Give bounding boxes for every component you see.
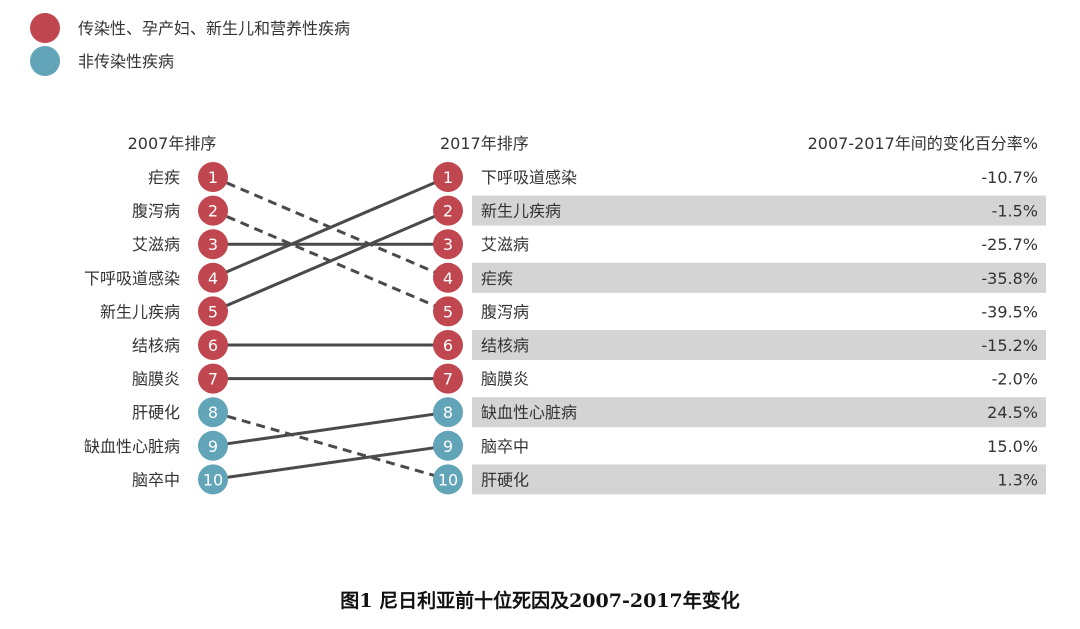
change-value: -2.0%	[992, 370, 1038, 389]
rank-label-2017: 7	[443, 370, 453, 389]
rank-label-2017: 9	[443, 437, 453, 456]
rank-label-2007: 8	[208, 403, 218, 422]
disease-2007: 下呼吸道感染	[84, 269, 180, 288]
rank-marker-2007	[198, 430, 228, 461]
change-value: -1.5%	[992, 202, 1038, 221]
rank-label-2017: 5	[443, 302, 453, 321]
right-header: 2007-2017年间的变化百分率%	[808, 134, 1038, 153]
rank-marker-2017	[433, 296, 463, 327]
change-value: 24.5%	[987, 403, 1038, 422]
disease-2017: 肝硬化	[481, 470, 529, 489]
row-shade	[472, 330, 1046, 360]
rank-change-line	[212, 175, 449, 280]
change-value: 1.3%	[997, 470, 1038, 489]
rank-change-line	[212, 444, 449, 481]
disease-2017: 艾滋病	[481, 235, 529, 254]
rank-marker-2007	[198, 162, 228, 192]
rank-marker-2017	[433, 162, 463, 192]
rank-marker-2007	[198, 296, 228, 327]
disease-2007: 脑膜炎	[132, 370, 180, 389]
row-shade	[472, 464, 1046, 495]
rank-marker-2007	[198, 195, 228, 226]
row-shade	[472, 397, 1046, 428]
rank-marker-2017	[433, 229, 463, 260]
legend-marker	[30, 13, 60, 43]
change-value: 15.0%	[987, 437, 1038, 456]
rank-label-2007: 3	[208, 235, 218, 254]
rank-marker-2017	[433, 464, 463, 495]
rank-label-2017: 1	[443, 168, 453, 187]
row-shade	[472, 262, 1046, 293]
disease-2017: 结核病	[481, 336, 529, 355]
rank-marker-2017	[433, 363, 463, 394]
disease-2007: 脑卒中	[132, 470, 180, 489]
rank-label-2007: 10	[203, 470, 223, 489]
disease-2007: 腹泻病	[132, 202, 180, 221]
legend-label: 传染性、孕产妇、新生儿和营养性疾病	[78, 19, 350, 38]
row-shade	[472, 195, 1046, 226]
rank-label-2007: 9	[208, 437, 218, 456]
mid-header: 2017年排序	[440, 134, 529, 153]
rank-label-2017: 8	[443, 403, 453, 422]
rank-label-2017: 10	[438, 470, 458, 489]
change-value: -15.2%	[981, 336, 1038, 355]
disease-2007: 新生儿疾病	[100, 302, 180, 321]
disease-2017: 腹泻病	[481, 302, 529, 321]
rank-label-2007: 2	[208, 202, 218, 221]
change-value: -39.5%	[981, 302, 1038, 321]
disease-2017: 缺血性心脏病	[481, 403, 577, 422]
rank-change-line	[212, 410, 449, 448]
rank-change-line	[212, 209, 449, 313]
rank-label-2017: 6	[443, 336, 453, 355]
change-value: -10.7%	[981, 168, 1038, 187]
rank-marker-2007	[198, 330, 228, 360]
caption: 图1 尼日利亚前十位死因及2007-2017年变化	[340, 590, 740, 612]
disease-2007: 肝硬化	[132, 403, 180, 422]
legend-label: 非传染性疾病	[78, 52, 174, 71]
disease-2017: 疟疾	[481, 269, 513, 288]
left-header: 2007年排序	[128, 134, 217, 153]
disease-2007: 缺血性心脏病	[84, 437, 180, 456]
rank-label-2007: 7	[208, 370, 218, 389]
change-value: -35.8%	[981, 269, 1038, 288]
rank-label-2007: 6	[208, 336, 218, 355]
disease-2017: 脑膜炎	[481, 370, 529, 389]
rank-marker-2017	[433, 195, 463, 226]
rank-label-2017: 3	[443, 235, 453, 254]
rank-marker-2007	[198, 229, 228, 260]
disease-2017: 脑卒中	[481, 437, 529, 456]
rank-label-2017: 4	[443, 269, 453, 288]
rank-marker-2007	[198, 464, 228, 495]
rank-label-2007: 1	[208, 168, 218, 187]
rank-marker-2007	[198, 363, 228, 394]
rank-change-line	[212, 410, 449, 481]
rank-marker-2017	[433, 397, 463, 428]
disease-2007: 结核病	[132, 336, 180, 355]
rank-marker-2007	[198, 397, 228, 428]
disease-2007: 疟疾	[148, 168, 180, 187]
disease-2017: 新生儿疾病	[481, 202, 561, 221]
rank-marker-2017	[433, 330, 463, 360]
rank-marker-2007	[198, 262, 228, 293]
change-value: -25.7%	[981, 235, 1038, 254]
rank-label-2007: 4	[208, 269, 218, 288]
disease-2017: 下呼吸道感染	[481, 168, 577, 187]
rank-label-2007: 5	[208, 302, 218, 321]
disease-2007: 艾滋病	[132, 235, 180, 254]
rank-marker-2017	[433, 430, 463, 461]
rank-label-2017: 2	[443, 202, 453, 221]
rank-marker-2017	[433, 262, 463, 293]
legend-marker	[30, 46, 60, 76]
